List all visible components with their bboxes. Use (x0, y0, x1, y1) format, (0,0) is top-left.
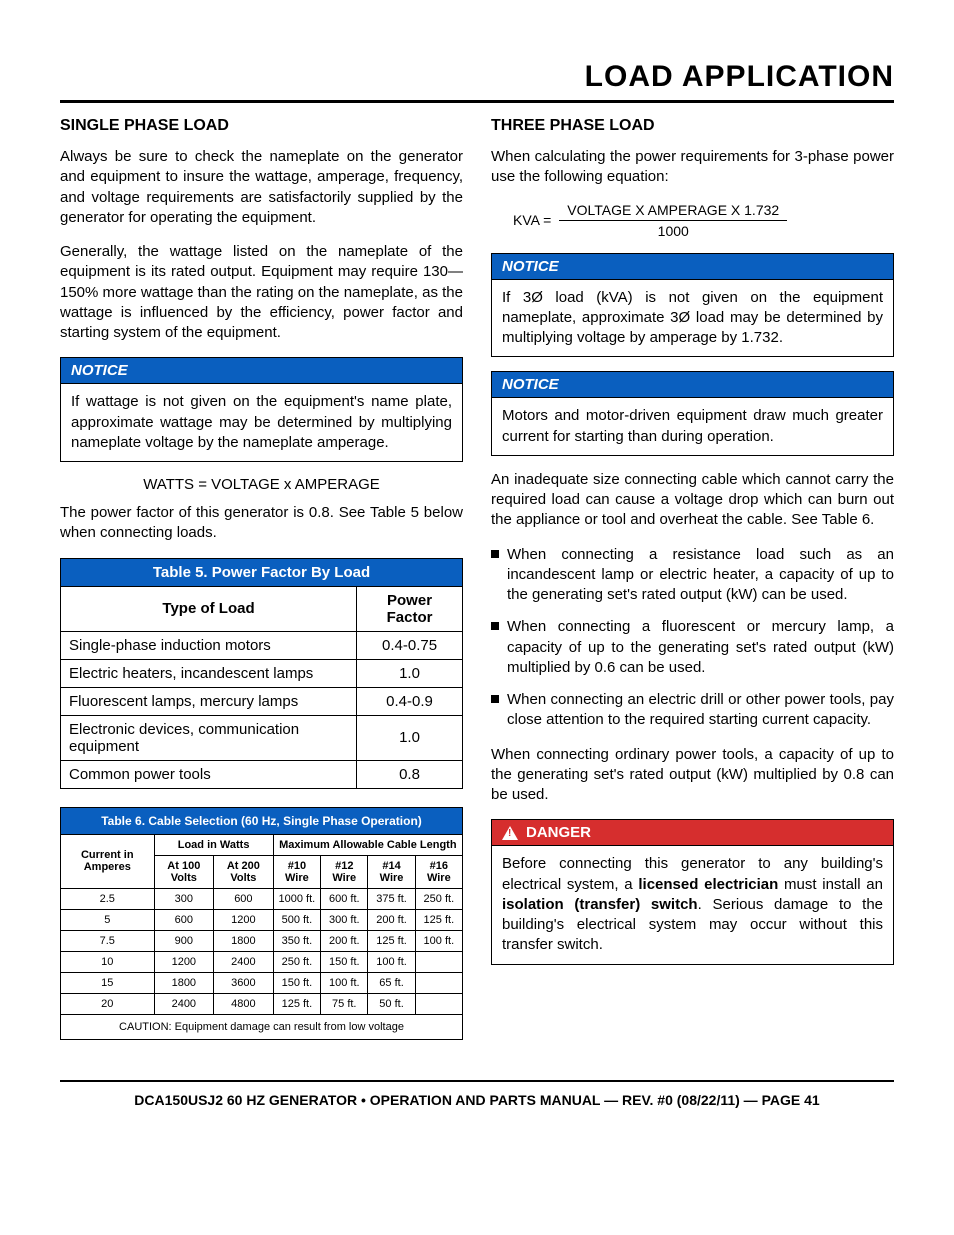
t6-h-w16: #16 Wire (415, 855, 462, 888)
notice-box-1: NOTICE If wattage is not given on the eq… (60, 357, 463, 462)
para-three-3: When connecting ordinary power tools, a … (491, 745, 894, 806)
t6-h-load: Load in Watts (154, 834, 273, 855)
notice-head-3: NOTICE (492, 372, 893, 398)
bullet-list: When connecting a resistance load such a… (491, 545, 894, 731)
rule-bottom (60, 1080, 894, 1082)
notice-head-2: NOTICE (492, 254, 893, 280)
t6-h-w10: #10 Wire (273, 855, 321, 888)
list-item: When connecting an electric drill or oth… (491, 690, 894, 731)
t5-r0-type: Single-phase induction motors (61, 631, 357, 659)
list-item: When connecting a fluorescent or mercury… (491, 617, 894, 678)
table-row: 2024004800125 ft.75 ft.50 ft. (61, 993, 463, 1014)
table-row: 2.53006001000 ft.600 ft.375 ft.250 ft. (61, 888, 463, 909)
notice-body-2: If 3Ø load (kVA) is not given on the equ… (492, 280, 893, 357)
para-single-3: The power factor of this generator is 0.… (60, 503, 463, 544)
t5-r1-type: Electric heaters, incandescent lamps (61, 659, 357, 687)
t6-h-max: Maximum Allowable Cable Length (273, 834, 462, 855)
table-6: Table 6. Cable Selection (60 Hz, Single … (60, 807, 463, 1040)
danger-b1: licensed electrician (638, 876, 778, 893)
para-three-1: When calculating the power requirements … (491, 147, 894, 188)
t5-r4-type: Common power tools (61, 760, 357, 788)
kva-numerator: VOLTAGE X AMPERAGE X 1.732 (559, 202, 787, 221)
t6-h-w14: #14 Wire (368, 855, 415, 888)
warning-icon (502, 826, 518, 840)
heading-single-phase: SINGLE PHASE LOAD (60, 117, 463, 135)
kva-formula: KVA = VOLTAGE X AMPERAGE X 1.732 1000 (513, 202, 894, 239)
para-single-1: Always be sure to check the nameplate on… (60, 147, 463, 228)
t5-r0-pf: 0.4-0.75 (357, 631, 463, 659)
t6-h-w12: #12 Wire (321, 855, 368, 888)
table-row: 7.59001800350 ft.200 ft.125 ft.100 ft. (61, 930, 463, 951)
t6-h-current: Current in Amperes (61, 834, 155, 888)
content-columns: SINGLE PHASE LOAD Always be sure to chec… (60, 117, 894, 1050)
para-three-2: An inadequate size connecting cable whic… (491, 470, 894, 531)
danger-head-label: DANGER (526, 824, 591, 841)
notice-head-1: NOTICE (61, 358, 462, 384)
t6-h-200v: At 200 Volts (214, 855, 274, 888)
t6-caution: CAUTION: Equipment damage can result fro… (61, 1014, 463, 1039)
notice-box-2: NOTICE If 3Ø load (kVA) is not given on … (491, 253, 894, 358)
danger-mid: must install an (778, 876, 883, 893)
t6-h-100v: At 100 Volts (154, 855, 214, 888)
right-column: THREE PHASE LOAD When calculating the po… (491, 117, 894, 1050)
para-single-2: Generally, the wattage listed on the nam… (60, 242, 463, 343)
notice-body-3: Motors and motor-driven equipment draw m… (492, 398, 893, 455)
t5-r1-pf: 1.0 (357, 659, 463, 687)
t5-col2: Power Factor (357, 586, 463, 631)
t5-r2-pf: 0.4-0.9 (357, 687, 463, 715)
t5-col1: Type of Load (61, 586, 357, 631)
table-5: Table 5. Power Factor By Load Type of Lo… (60, 558, 463, 789)
heading-three-phase: THREE PHASE LOAD (491, 117, 894, 135)
table-row: 1012002400250 ft.150 ft.100 ft. (61, 951, 463, 972)
kva-label: KVA = (513, 212, 551, 228)
kva-denominator: 1000 (658, 221, 689, 239)
t5-r2-type: Fluorescent lamps, mercury lamps (61, 687, 357, 715)
left-column: SINGLE PHASE LOAD Always be sure to chec… (60, 117, 463, 1050)
t5-r4-pf: 0.8 (357, 760, 463, 788)
formula-watts: WATTS = VOLTAGE x AMPERAGE (60, 476, 463, 493)
notice-body-1: If wattage is not given on the equipment… (61, 384, 462, 461)
t5-r3-type: Electronic devices, communication equipm… (61, 715, 357, 760)
danger-head: DANGER (492, 820, 893, 846)
danger-box: DANGER Before connecting this generator … (491, 819, 894, 964)
page-title: LOAD APPLICATION (60, 60, 894, 94)
list-item: When connecting a resistance load such a… (491, 545, 894, 606)
t6-title: Table 6. Cable Selection (60 Hz, Single … (61, 807, 463, 834)
table-row: 56001200500 ft.300 ft.200 ft.125 ft. (61, 909, 463, 930)
footer-text: DCA150USJ2 60 HZ GENERATOR • OPERATION A… (60, 1092, 894, 1108)
table-row: 1518003600150 ft.100 ft.65 ft. (61, 972, 463, 993)
rule-top (60, 100, 894, 103)
danger-body: Before connecting this generator to any … (492, 846, 893, 963)
t5-title: Table 5. Power Factor By Load (61, 558, 463, 586)
t5-r3-pf: 1.0 (357, 715, 463, 760)
notice-box-3: NOTICE Motors and motor-driven equipment… (491, 371, 894, 456)
danger-b2: isolation (transfer) switch (502, 896, 698, 913)
